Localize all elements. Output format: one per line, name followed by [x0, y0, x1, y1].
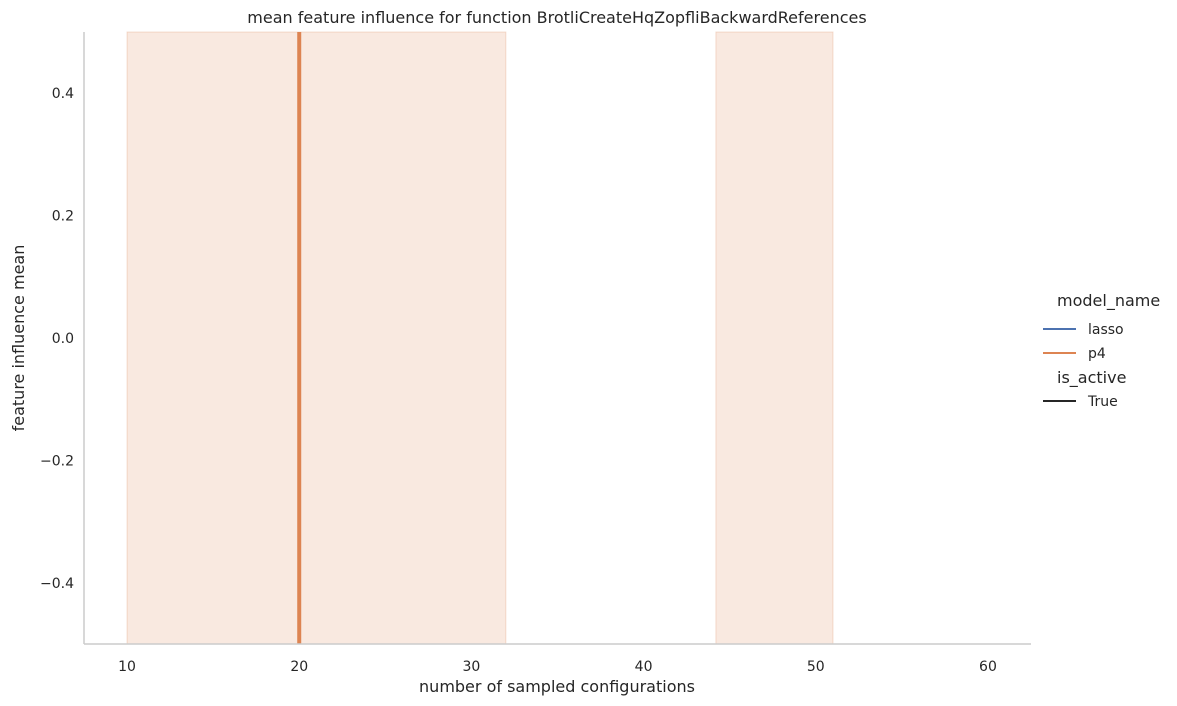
- ci-band-1: [126, 31, 507, 645]
- legend-hue-title: model_name: [1057, 291, 1160, 311]
- legend-label-p4: p4: [1088, 346, 1106, 362]
- legend-label-True: True: [1087, 394, 1118, 410]
- y-tick-label: 0.0: [52, 331, 74, 347]
- y-axis-label: feature influence mean: [9, 245, 28, 432]
- y-tick-labels: −0.4 −0.2 0.0 0.2 0.4: [40, 86, 74, 592]
- ci-band-2: [715, 31, 834, 645]
- y-tick-label: 0.4: [52, 86, 74, 102]
- x-tick-label: 20: [290, 659, 308, 675]
- y-tick-label: 0.2: [52, 209, 74, 225]
- x-tick-label: 30: [462, 659, 480, 675]
- x-axis-label: number of sampled configurations: [419, 677, 695, 696]
- legend: model_name is_active lasso p4 True: [1043, 291, 1160, 410]
- x-tick-label: 40: [635, 659, 653, 675]
- y-tick-label: −0.2: [40, 453, 74, 469]
- ci-bands: [126, 31, 834, 645]
- x-tick-label: 50: [807, 659, 825, 675]
- y-tick-label: −0.4: [40, 576, 74, 592]
- x-tick-labels: 10 20 30 40 50 60: [118, 659, 997, 675]
- x-tick-label: 10: [118, 659, 136, 675]
- legend-label-lasso: lasso: [1088, 322, 1124, 338]
- chart-title: mean feature influence for function Brot…: [247, 8, 866, 27]
- legend-style-title: is_active: [1057, 368, 1126, 388]
- x-tick-label: 60: [979, 659, 997, 675]
